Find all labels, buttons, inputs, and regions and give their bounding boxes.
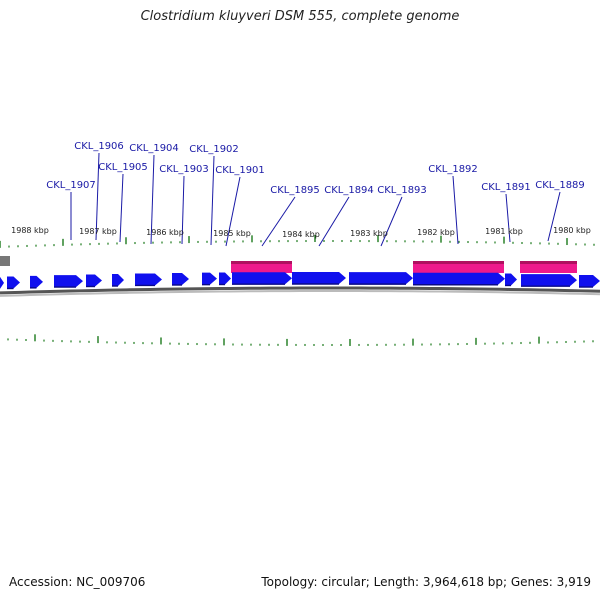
- gene-arrow: [292, 272, 346, 285]
- tick-track-top: [0, 235, 595, 248]
- feature-track: [231, 261, 577, 273]
- accession-label: Accession: NC_009706: [9, 575, 146, 589]
- gene-arrow: [7, 276, 20, 289]
- gene-arrow: [86, 274, 102, 287]
- leader-line: [261, 196, 296, 247]
- gene-label: CKL_1904: [129, 143, 179, 154]
- gene-arrow: [219, 272, 231, 285]
- gene-track: [0, 272, 600, 290]
- kbp-label: 1980 kbp: [553, 226, 591, 235]
- gene-arrow: [54, 275, 83, 288]
- gene-arrow: [505, 273, 517, 286]
- gene-arrow: [232, 272, 292, 285]
- reverse-gene: [0, 256, 10, 266]
- gene-label: CKL_1895: [270, 185, 320, 196]
- kbp-label: 1982 kbp: [417, 228, 455, 237]
- gene-arrow: [172, 273, 189, 286]
- leader-line: [225, 176, 241, 247]
- gene-label: CKL_1905: [98, 162, 148, 173]
- gene-label: CKL_1902: [189, 144, 239, 155]
- leader-line: [150, 154, 155, 245]
- leader-line: [210, 155, 215, 246]
- gene-label: CKL_1903: [159, 164, 209, 175]
- gene-arrow: [30, 275, 43, 288]
- backbone: [0, 256, 600, 297]
- leader-line: [547, 191, 561, 242]
- feature-edge: [520, 261, 577, 264]
- gene-arrow: [521, 274, 577, 287]
- kbp-label: 1984 kbp: [282, 230, 320, 239]
- gene-label: CKL_1894: [324, 185, 374, 196]
- gene-label: CKL_1891: [481, 182, 531, 193]
- leader-line: [95, 152, 100, 241]
- leader-line: [505, 193, 511, 243]
- gene-label: CKL_1907: [46, 180, 96, 191]
- kbp-label: 1985 kbp: [213, 229, 251, 238]
- gene-arrow: [579, 275, 600, 288]
- gene-arrow: [112, 274, 124, 287]
- tick-track-bottom: [7, 334, 594, 346]
- kbp-label: 1988 kbp: [11, 226, 49, 235]
- summary-label: Topology: circular; Length: 3,964,618 bp…: [261, 575, 591, 589]
- kbp-label: 1986 kbp: [146, 228, 184, 237]
- leader-line: [318, 196, 350, 247]
- leader-line: [181, 175, 185, 245]
- leader-line: [452, 175, 459, 245]
- gene-labels: CKL_1907 CKL_1906 CKL_1905 CKL_1904 CKL_1903…: [46, 141, 585, 196]
- gene-arrow: [413, 272, 505, 285]
- kbp-label: 1987 kbp: [79, 227, 117, 236]
- gene-arrow: [349, 272, 413, 285]
- kbp-label: 1983 kbp: [350, 229, 388, 238]
- feature-edge: [231, 261, 292, 264]
- feature-edge: [413, 261, 504, 264]
- gene-arrow: [135, 273, 162, 286]
- gene-arrow: [0, 276, 4, 289]
- leader-line: [119, 173, 124, 243]
- gene-arrow: [202, 272, 217, 285]
- gene-label: CKL_1893: [377, 185, 427, 196]
- leader-line: [380, 196, 403, 247]
- label-leaders: [70, 152, 561, 247]
- kbp-label: 1981 kbp: [485, 227, 523, 236]
- kbp-labels: 1988 kbp 1987 kbp 1986 kbp 1985 kbp 1984 kbp…: [11, 226, 591, 239]
- gene-label: CKL_1901: [215, 165, 265, 176]
- gene-label: CKL_1906: [74, 141, 124, 152]
- map-title: Clostridium kluyveri DSM 555, complete g…: [140, 9, 460, 24]
- gene-label: CKL_1892: [428, 164, 478, 175]
- backbone-line: [0, 286, 600, 295]
- gene-label: CKL_1889: [535, 180, 585, 191]
- backbone-shade: [0, 289, 600, 297]
